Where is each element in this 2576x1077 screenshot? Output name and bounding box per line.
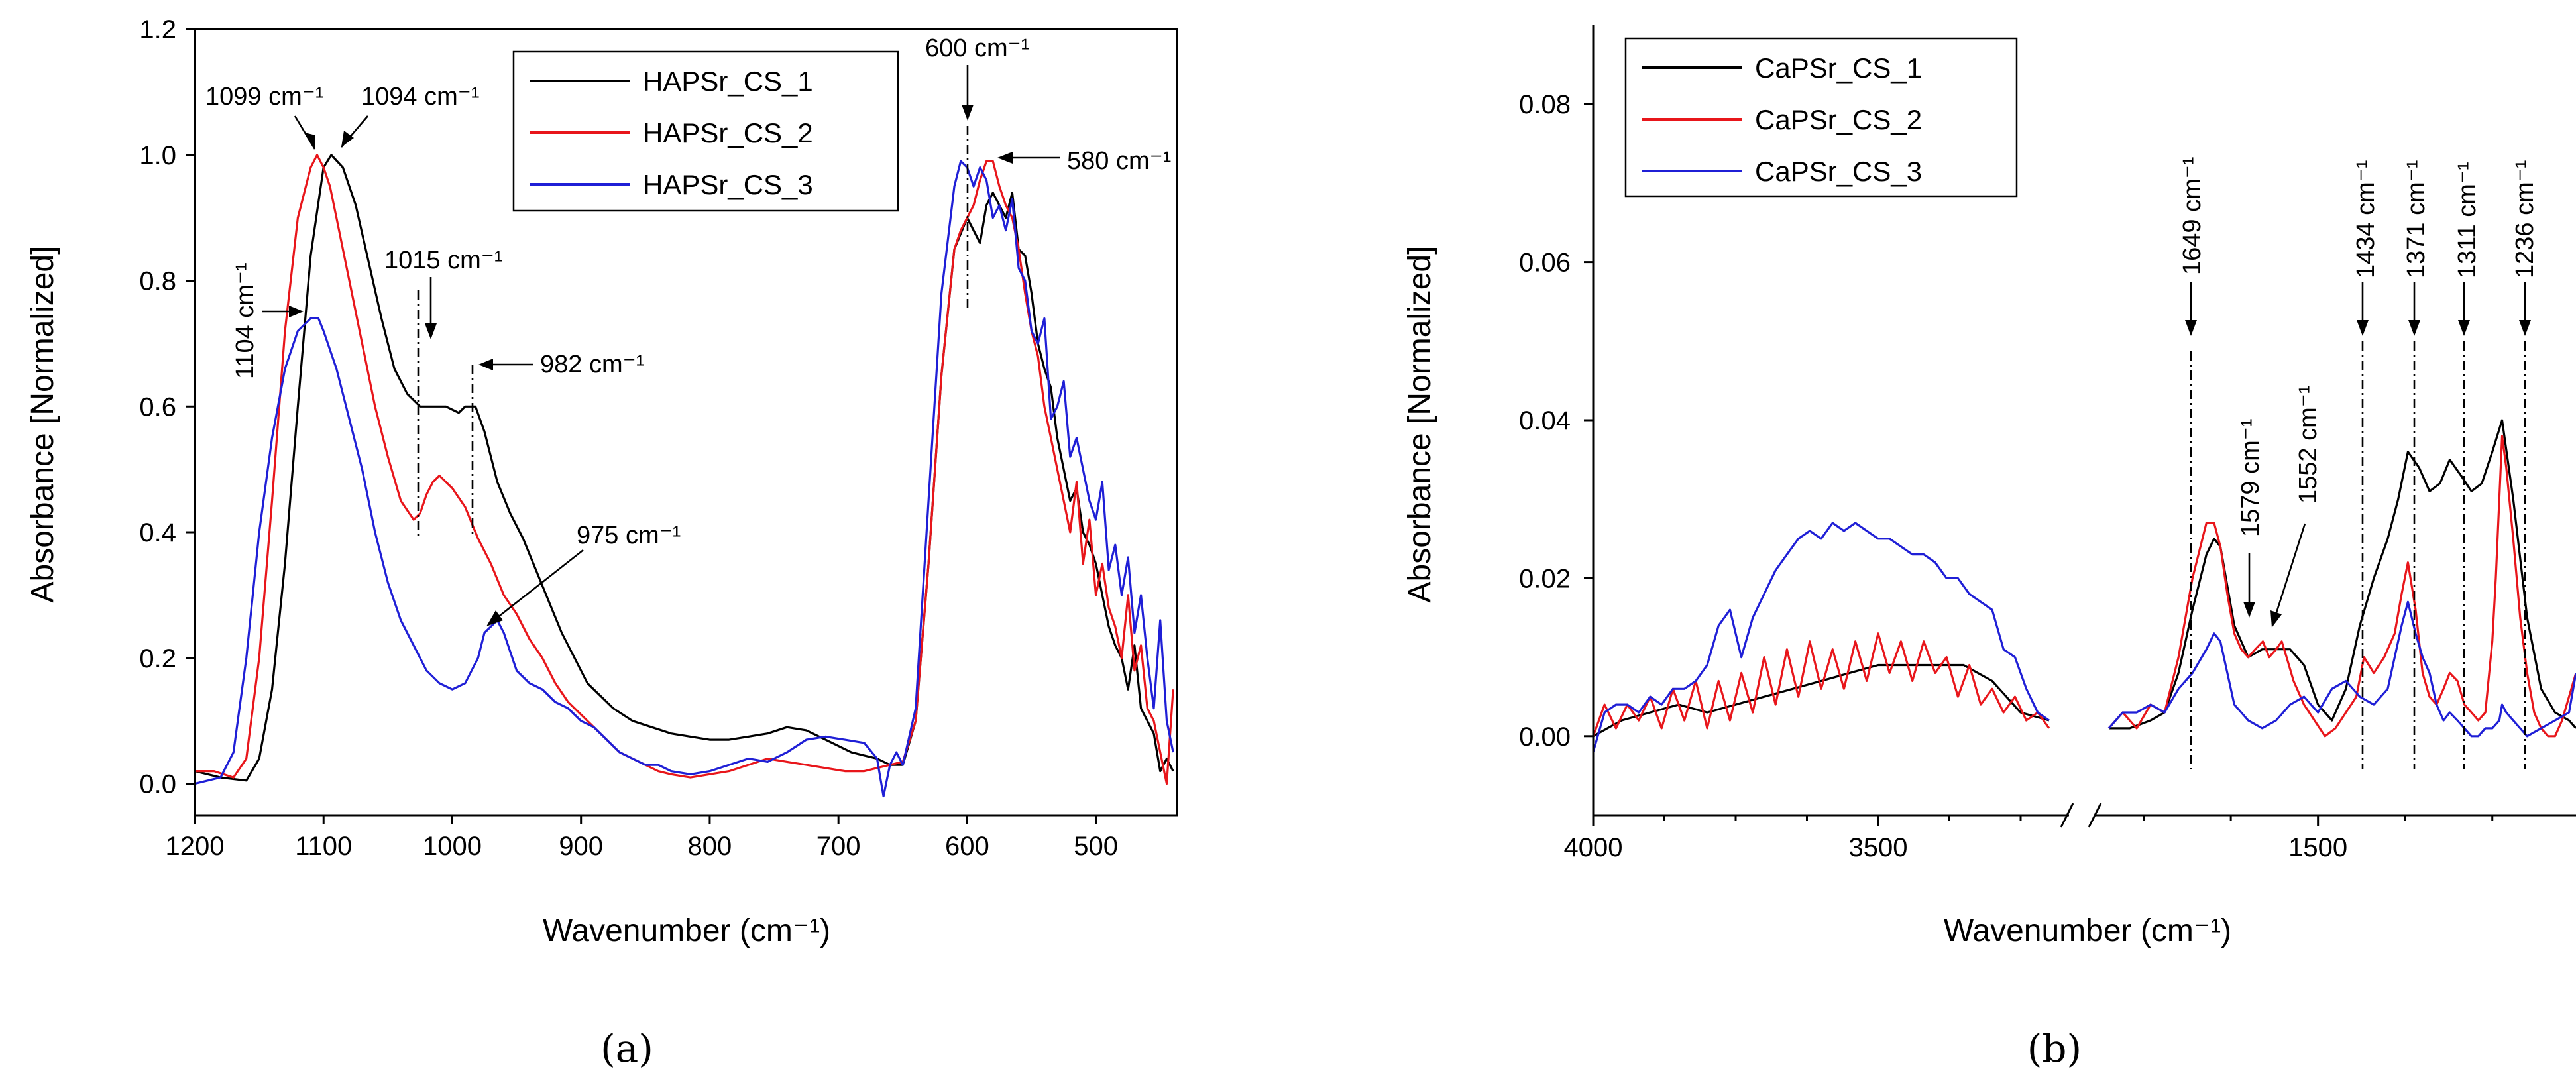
series-line-hapsr-cs-3 xyxy=(195,161,1173,796)
arrow-1371-head xyxy=(2408,320,2420,336)
chart-a-series-group xyxy=(195,155,1173,797)
annotation-1552: 1552 cm⁻¹ xyxy=(2294,386,2322,504)
y-tick-label: 0.06 xyxy=(1519,249,1571,278)
y-tick-label: 0.4 xyxy=(139,518,176,547)
annotation-1649: 1649 cm⁻¹ xyxy=(2178,157,2206,275)
chart-a: 1200 1100 1000 900 800 700 600 500 0.0 0.2 0.4 0.6… xyxy=(25,15,1177,1071)
y-tick-label: 1.2 xyxy=(139,15,176,44)
annotation-1311: 1311 cm⁻¹ xyxy=(2453,162,2481,278)
arrow-1579-head xyxy=(2243,602,2255,618)
annotation-1015: 1015 cm⁻¹ xyxy=(384,247,502,274)
chart-a-x-axis-title: Wavenumber (cm⁻¹) xyxy=(543,913,830,948)
arrow-1099-head xyxy=(305,133,315,149)
panel-label-b: (b) xyxy=(2027,1026,2082,1071)
x-tick-label: 1000 xyxy=(423,832,482,861)
series-line-hapsr-cs-1 xyxy=(195,155,1173,781)
chart-b: 4000 3500 1500 0.00 0.02 0.04 0.06 0.08 Wavenu… xyxy=(1402,25,2576,1071)
x-tick-label: 3500 xyxy=(1849,833,1908,862)
y-tick-label: 0.04 xyxy=(1519,406,1571,435)
arrow-1649-head xyxy=(2185,320,2197,336)
series-line-capsr-cs-2-low xyxy=(2109,436,2576,736)
chart-b-x-ticks: 4000 3500 1500 xyxy=(1564,815,2492,862)
y-tick-label: 0.02 xyxy=(1519,564,1571,593)
chart-a-legend: HAPSr_CS_1 HAPSr_CS_2 HAPSr_CS_3 xyxy=(514,52,898,211)
annotation-1371: 1371 cm⁻¹ xyxy=(2402,160,2430,278)
x-tick-label: 800 xyxy=(688,832,732,861)
annotation-580: 580 cm⁻¹ xyxy=(1067,147,1171,175)
chart-a-y-axis-title: Absorbance [Normalized] xyxy=(25,246,60,603)
arrow-1104-head xyxy=(289,306,304,317)
chart-a-x-ticks: 1200 1100 1000 900 800 700 600 500 xyxy=(166,815,1119,861)
chart-a-y-ticks: 0.0 0.2 0.4 0.6 0.8 1.0 1.2 xyxy=(139,15,195,799)
series-line-capsr-cs-2-high xyxy=(1593,634,2049,736)
annotation-1104: 1104 cm⁻¹ xyxy=(231,262,259,379)
y-tick-label: 0.0 xyxy=(139,770,176,799)
panel-label-a: (a) xyxy=(600,1026,653,1071)
x-tick-label: 1200 xyxy=(166,832,225,861)
y-tick-label: 0.08 xyxy=(1519,90,1571,119)
arrow-1094-head xyxy=(341,131,354,147)
annotation-975: 975 cm⁻¹ xyxy=(577,522,681,549)
y-tick-label: 0.6 xyxy=(139,392,176,422)
x-tick-label: 900 xyxy=(559,832,603,861)
chart-b-guides xyxy=(2191,341,2525,769)
chart-b-series-group xyxy=(1593,420,2576,752)
x-tick-label: 500 xyxy=(1074,832,1118,861)
arrow-982-head xyxy=(478,359,493,370)
legend-label-hapsr-cs-2: HAPSr_CS_2 xyxy=(643,117,813,148)
arrow-1015-head xyxy=(425,323,437,339)
x-tick-label: 700 xyxy=(816,832,861,861)
arrow-1311-head xyxy=(2458,320,2470,336)
legend-label-hapsr-cs-1: HAPSr_CS_1 xyxy=(643,66,813,97)
annotation-1099: 1099 cm⁻¹ xyxy=(205,83,323,111)
y-tick-label: 0.00 xyxy=(1519,722,1571,752)
chart-b-y-ticks: 0.00 0.02 0.04 0.06 0.08 xyxy=(1519,90,1593,752)
x-tick-label: 1100 xyxy=(295,832,352,861)
chart-b-x-axis-title: Wavenumber (cm⁻¹) xyxy=(1944,913,2231,948)
x-tick-label: 4000 xyxy=(1564,833,1623,862)
arrow-1552 xyxy=(2273,524,2305,623)
arrow-1236-head xyxy=(2519,320,2531,336)
annotation-1094: 1094 cm⁻¹ xyxy=(361,83,479,111)
legend-label-capsr-cs-2: CaPSr_CS_2 xyxy=(1755,104,1922,135)
y-tick-label: 0.2 xyxy=(139,644,176,673)
figure: 1200 1100 1000 900 800 700 600 500 0.0 0.2 0.4 0.6… xyxy=(0,0,2576,1077)
x-tick-label: 600 xyxy=(945,832,989,861)
annotation-982: 982 cm⁻¹ xyxy=(540,351,644,378)
arrow-580-head xyxy=(997,152,1013,164)
annotation-1236: 1236 cm⁻¹ xyxy=(2511,160,2539,278)
annotation-1579: 1579 cm⁻¹ xyxy=(2237,419,2265,537)
x-tick-label: 1500 xyxy=(2288,833,2347,862)
chart-b-annotations: 1649 cm⁻¹ 1579 cm⁻¹ 1552 cm⁻¹ 1434 cm⁻¹ … xyxy=(2178,157,2539,628)
arrow-1552-head xyxy=(2270,610,2282,628)
series-line-hapsr-cs-2 xyxy=(195,155,1173,784)
annotation-1434: 1434 cm⁻¹ xyxy=(2352,160,2380,278)
annotation-600: 600 cm⁻¹ xyxy=(925,34,1029,62)
legend-label-capsr-cs-1: CaPSr_CS_1 xyxy=(1755,52,1922,84)
legend-label-hapsr-cs-3: HAPSr_CS_3 xyxy=(643,169,813,200)
arrow-975 xyxy=(490,550,583,623)
y-tick-label: 0.8 xyxy=(139,267,176,296)
series-line-capsr-cs-3-high xyxy=(1593,523,2049,752)
arrow-1434-head xyxy=(2357,320,2369,336)
arrow-600-head xyxy=(962,105,974,121)
legend-label-capsr-cs-3: CaPSr_CS_3 xyxy=(1755,156,1922,187)
chart-b-y-axis-title: Absorbance [Normalized] xyxy=(1402,246,1437,603)
chart-b-legend: CaPSr_CS_1 CaPSr_CS_2 CaPSr_CS_3 xyxy=(1626,38,2017,196)
y-tick-label: 1.0 xyxy=(139,141,176,170)
